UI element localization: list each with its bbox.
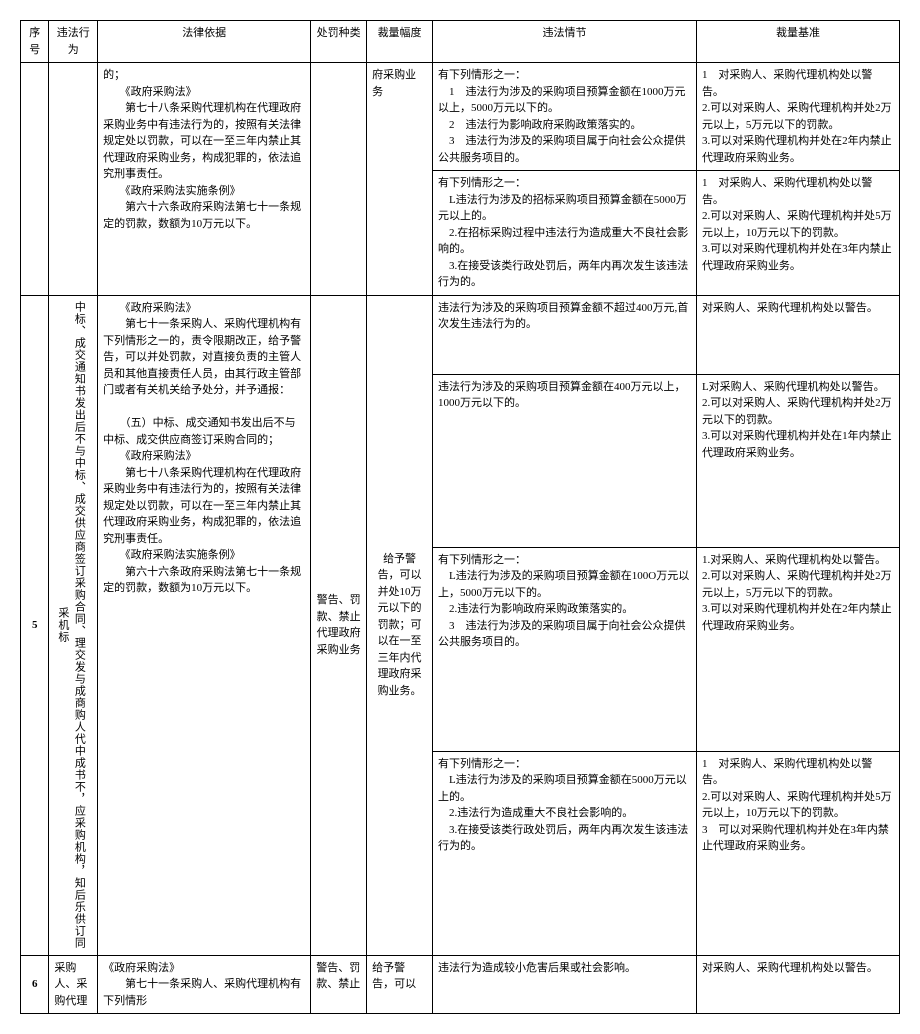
table-header-row: 序号 违法行为 法律依据 处罚种类 裁量幅度 违法情节 裁量基准 — [21, 21, 900, 63]
cell-std-5-3: 1.对采购人、采购代理机构处以警告。 2.可以对采购人、采购代理机构并处2万元以… — [696, 547, 899, 751]
table-row: 6 采购人、采购代理 《政府采购法》 第七十一条采购人、采购代理机构有下列情形 … — [21, 955, 900, 1014]
cell-circ-6: 违法行为造成较小危害后果或社会影响。 — [433, 955, 697, 1014]
cell-circ-5-1: 违法行为涉及的采购项目预算金额不超过400万元,首次发生违法行为的。 — [433, 295, 697, 374]
cell-circ-prev-1: 有下列情形之一： 1 违法行为涉及的采购项目预算金额在1000万元以上，5000… — [433, 63, 697, 171]
header-seq: 序号 — [21, 21, 49, 63]
header-type: 处罚种类 — [311, 21, 367, 63]
cell-act-6: 采购人、采购代理 — [49, 955, 98, 1014]
cell-type-prev — [311, 63, 367, 296]
header-circ: 违法情节 — [433, 21, 697, 63]
table-row: 5 中标、成交通知书发出后不与中标、成交供应商签订采购合同、理交发与成商购人代中… — [21, 295, 900, 374]
cell-std-6: 对采购人、采购代理机构处以警告。 — [696, 955, 899, 1014]
cell-seq-prev — [21, 63, 49, 296]
cell-range-prev: 府采购业务 — [367, 63, 433, 296]
cell-act-5: 中标、成交通知书发出后不与中标、成交供应商签订采购合同、理交发与成商购人代中成书… — [49, 295, 98, 955]
header-range: 裁量幅度 — [367, 21, 433, 63]
cell-act-prev — [49, 63, 98, 296]
cell-circ-5-4: 有下列情形之一： L违法行为涉及的采购项目预算金额在5000万元以上的。 2.违… — [433, 751, 697, 955]
cell-std-5-1: 对采购人、采购代理机构处以警告。 — [696, 295, 899, 374]
header-std: 裁量基准 — [696, 21, 899, 63]
cell-type-5: 警告、罚款、禁止代理政府采购业务 — [311, 295, 367, 955]
cell-act-5-text: 中标、成交通知书发出后不与中标、成交供应商签订采购合同、理交发与成商购人代中成书… — [54, 300, 87, 951]
cell-basis-6: 《政府采购法》 第七十一条采购人、采购代理机构有下列情形 — [98, 955, 311, 1014]
cell-std-prev-2: 1 对采购人、采购代理机构处以警告。 2.可以对采购人、采购代理机构并处5万元以… — [696, 171, 899, 296]
header-act: 违法行为 — [49, 21, 98, 63]
cell-std-5-2: L对采购人、采购代理机构处以警告。 2.可以对采购人、采购代理机构并处2万元以下… — [696, 374, 899, 547]
cell-seq-6: 6 — [21, 955, 49, 1014]
cell-seq-5: 5 — [21, 295, 49, 955]
cell-range-6: 给予警告，可以 — [367, 955, 433, 1014]
cell-std-prev-1: 1 对采购人、采购代理机构处以警告。 2.可以对采购人、采购代理机构并处2万元以… — [696, 63, 899, 171]
cell-range-5: 给予警告，可以并处10万元以下的罚款；可以在一至三年内代理政府采购业务。 — [367, 295, 433, 955]
cell-circ-prev-2: 有下列情形之一： L违法行为涉及的招标采购项目预算金额在5000万元以上的。 2… — [433, 171, 697, 296]
header-basis: 法律依据 — [98, 21, 311, 63]
cell-circ-5-2: 违法行为涉及的采购项目预算金额在400万元以上，1000万元以下的。 — [433, 374, 697, 547]
cell-basis-5: 《政府采购法》 第七十一条采购人、采购代理机构有下列情形之一的，责令限期改正，给… — [98, 295, 311, 955]
cell-basis-prev: 的； 《政府采购法》 第七十八条采购代理机构在代理政府采购业务中有违法行为的，按… — [98, 63, 311, 296]
cell-type-6: 警告、罚款、禁止 — [311, 955, 367, 1014]
cell-std-5-4: 1 对采购人、采购代理机构处以警告。 2.可以对采购人、采购代理机构并处5万元以… — [696, 751, 899, 955]
table-row: 的； 《政府采购法》 第七十八条采购代理机构在代理政府采购业务中有违法行为的，按… — [21, 63, 900, 171]
cell-circ-5-3: 有下列情形之一： L违法行为涉及的采购项目预算金额在100O万元以上，5000万… — [433, 547, 697, 751]
regulation-table: 序号 违法行为 法律依据 处罚种类 裁量幅度 违法情节 裁量基准 的； 《政府采… — [20, 20, 900, 1014]
